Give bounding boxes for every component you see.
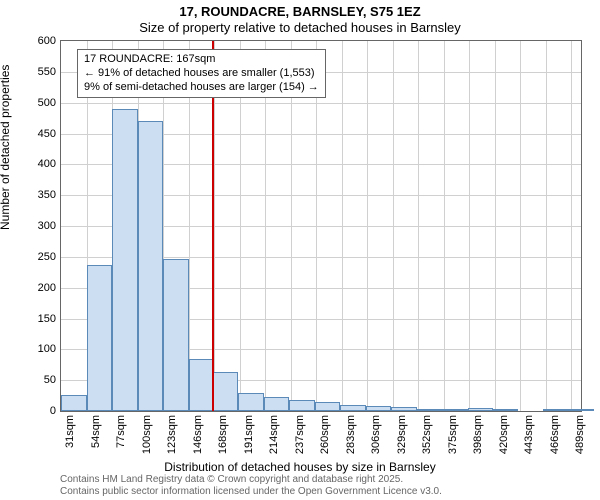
x-axis-label: Distribution of detached houses by size … [0, 460, 600, 474]
y-tick-label: 250 [38, 251, 61, 263]
gridline-v [418, 41, 419, 411]
gridline-h [61, 103, 581, 104]
x-tick-label: 191sqm [243, 415, 255, 454]
chart-title-address: 17, ROUNDACRE, BARNSLEY, S75 1EZ [0, 4, 600, 19]
y-tick-label: 600 [38, 35, 61, 47]
y-tick-label: 0 [50, 405, 61, 417]
x-tick-label: 329sqm [396, 415, 408, 454]
x-tick-label: 260sqm [319, 415, 331, 454]
gridline-v [495, 41, 496, 411]
x-tick-label: 146sqm [192, 415, 204, 454]
histogram-bar [189, 359, 215, 411]
chart-container: 17, ROUNDACRE, BARNSLEY, S75 1EZ Size of… [0, 0, 600, 500]
x-tick-label: 375sqm [447, 415, 459, 454]
x-tick-label: 237sqm [294, 415, 306, 454]
x-tick-label: 31sqm [64, 415, 76, 448]
y-tick-label: 100 [38, 343, 61, 355]
histogram-bar [468, 408, 494, 411]
x-tick-label: 466sqm [549, 415, 561, 454]
histogram-bar [543, 409, 569, 411]
annotation-property: 17 ROUNDACRE: 167sqm [84, 53, 319, 67]
chart-subtitle: Size of property relative to detached ho… [0, 20, 600, 35]
gridline-v [571, 41, 572, 411]
gridline-v [342, 41, 343, 411]
histogram-bar [238, 393, 264, 412]
y-tick-label: 150 [38, 313, 61, 325]
x-tick-label: 54sqm [90, 415, 102, 448]
histogram-bar [213, 372, 239, 411]
y-tick-label: 500 [38, 97, 61, 109]
histogram-bar [61, 395, 87, 411]
x-tick-label: 214sqm [268, 415, 280, 454]
histogram-bar [391, 407, 417, 411]
footer-line2: Contains public sector information licen… [60, 486, 442, 498]
gridline-v [444, 41, 445, 411]
gridline-v [367, 41, 368, 411]
histogram-bar [163, 259, 189, 411]
x-tick-label: 123sqm [166, 415, 178, 454]
gridline-v [520, 41, 521, 411]
x-tick-label: 420sqm [498, 415, 510, 454]
x-tick-label: 168sqm [217, 415, 229, 454]
annotation-larger: 9% of semi-detached houses are larger (1… [84, 81, 319, 95]
plot-area: 05010015020025030035040045050055060031sq… [60, 40, 582, 412]
gridline-v [546, 41, 547, 411]
histogram-bar [492, 409, 518, 411]
histogram-bar [366, 406, 392, 411]
gridline-v [469, 41, 470, 411]
histogram-bar [87, 265, 113, 411]
histogram-bar [289, 400, 315, 411]
x-tick-label: 398sqm [472, 415, 484, 454]
x-tick-label: 306sqm [370, 415, 382, 454]
histogram-bar [112, 109, 138, 411]
footer-line1: Contains HM Land Registry data © Crown c… [60, 474, 442, 486]
y-tick-label: 450 [38, 128, 61, 140]
footer-attribution: Contains HM Land Registry data © Crown c… [60, 474, 442, 498]
x-tick-label: 352sqm [421, 415, 433, 454]
x-tick-label: 77sqm [115, 415, 127, 448]
x-tick-label: 283sqm [345, 415, 357, 454]
y-tick-label: 50 [44, 374, 61, 386]
y-tick-label: 300 [38, 220, 61, 232]
x-tick-label: 100sqm [141, 415, 153, 454]
y-tick-label: 400 [38, 158, 61, 170]
y-tick-label: 550 [38, 66, 61, 78]
gridline-v [393, 41, 394, 411]
annotation-smaller: ← 91% of detached houses are smaller (1,… [84, 67, 319, 81]
histogram-bar [264, 397, 290, 411]
x-tick-label: 443sqm [523, 415, 535, 454]
histogram-bar [442, 409, 468, 411]
y-tick-label: 350 [38, 189, 61, 201]
annotation-box: 17 ROUNDACRE: 167sqm ← 91% of detached h… [77, 49, 326, 98]
histogram-bar [569, 409, 595, 411]
histogram-bar [417, 409, 443, 411]
y-tick-label: 200 [38, 282, 61, 294]
histogram-bar [340, 405, 366, 411]
x-tick-label: 489sqm [574, 415, 586, 454]
y-axis-label: Number of detached properties [0, 65, 12, 230]
histogram-bar [138, 121, 164, 411]
histogram-bar [315, 402, 341, 411]
